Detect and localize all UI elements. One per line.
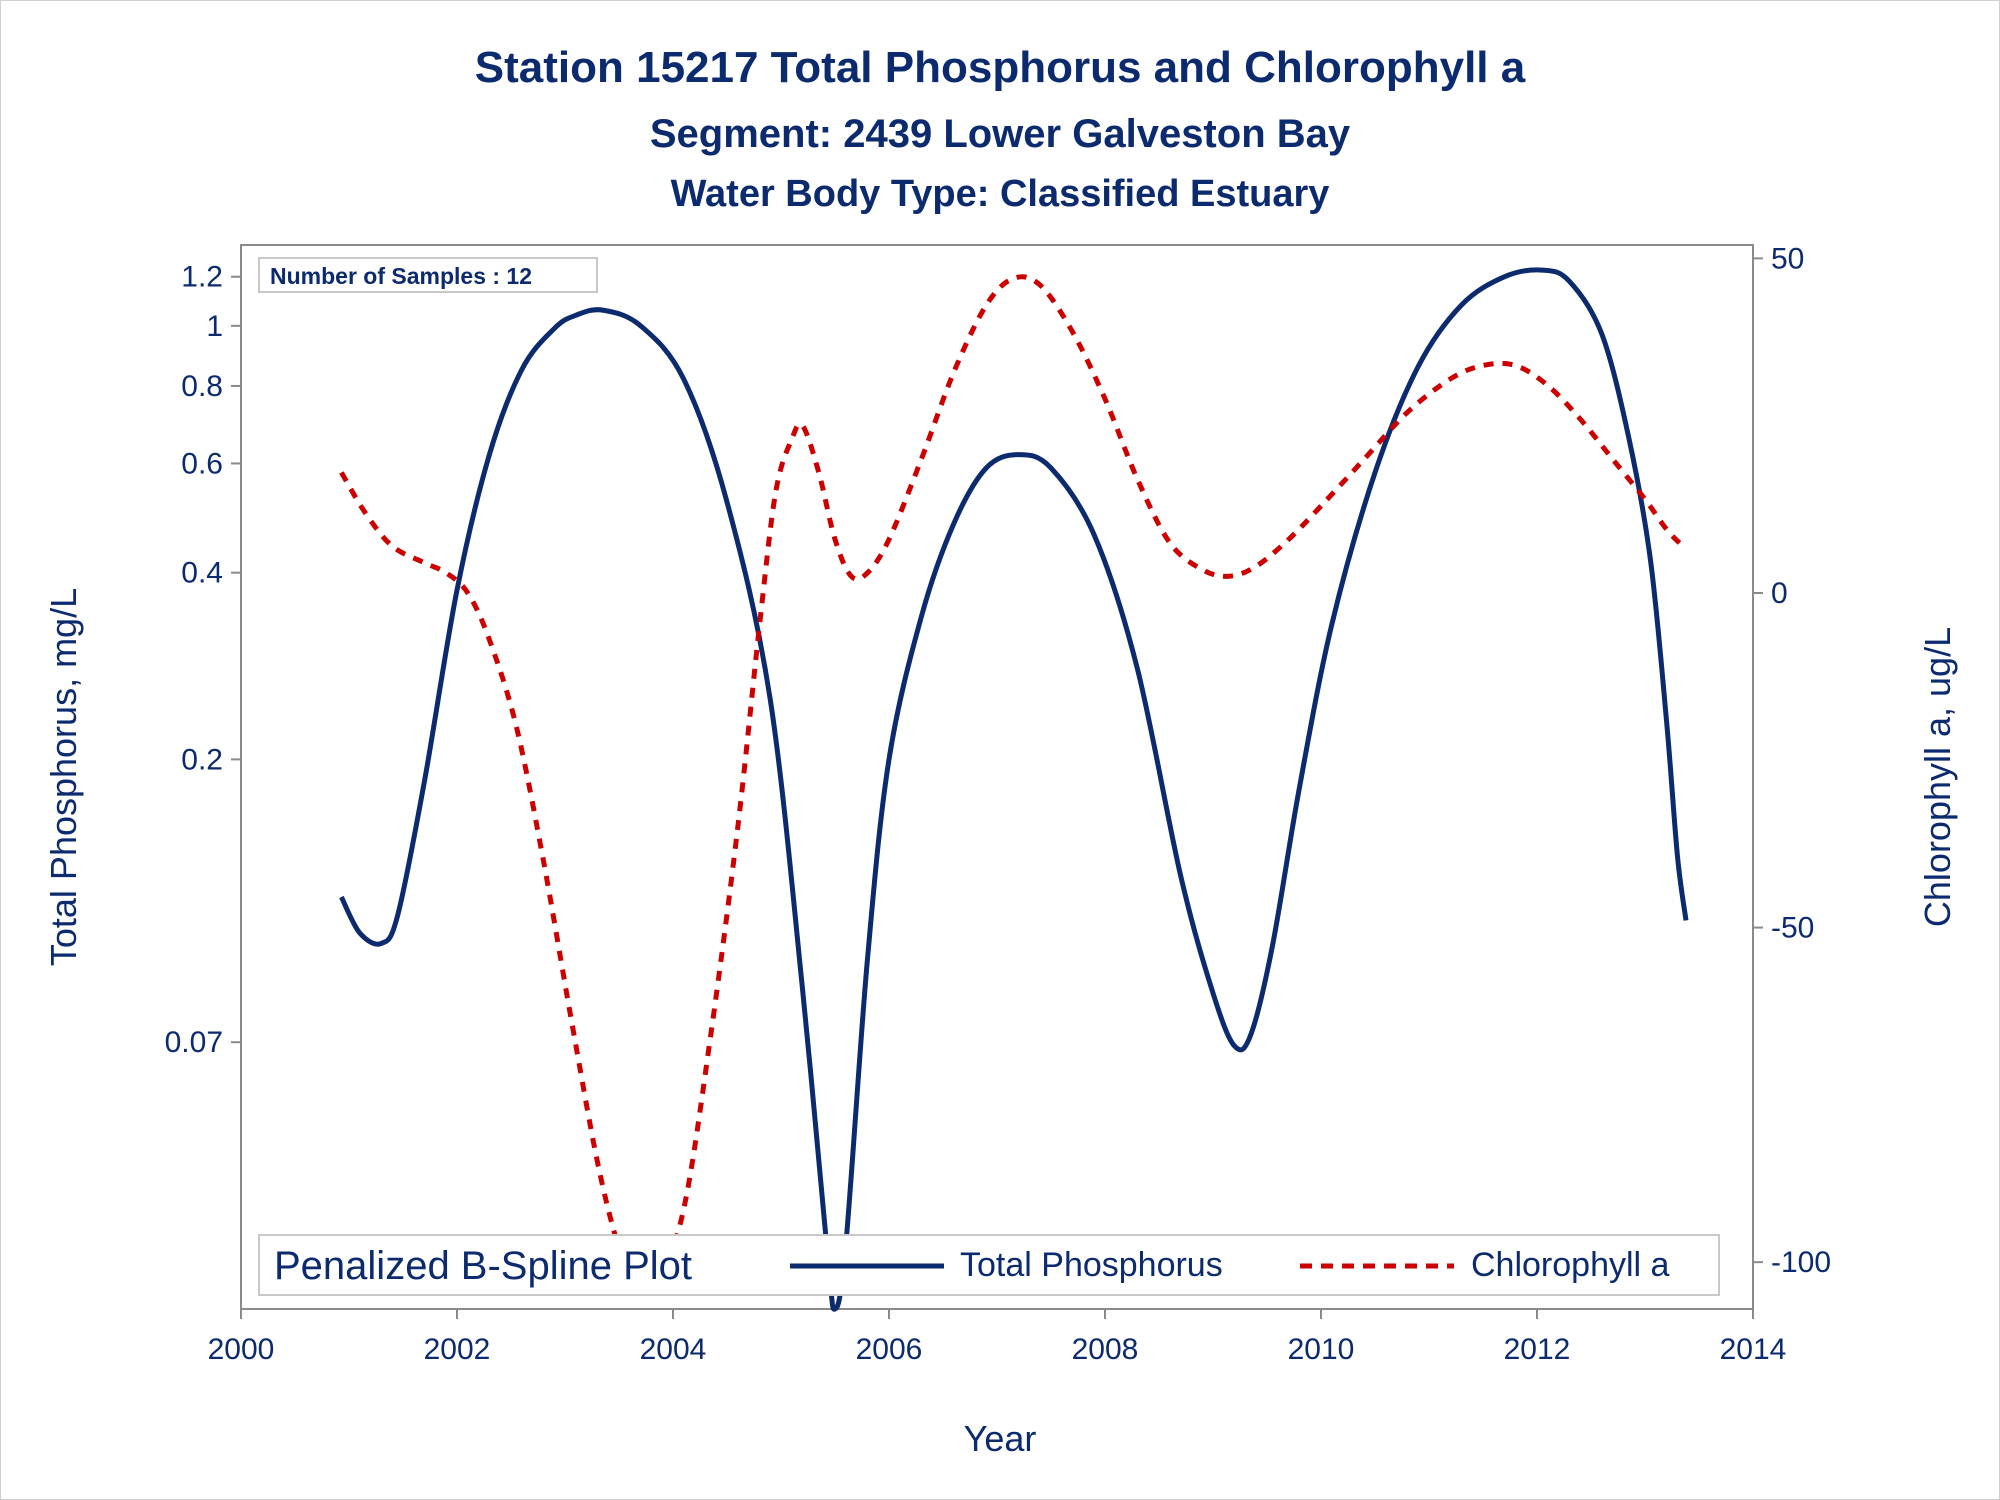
chart-subtitle-2: Water Body Type: Classified Estuary bbox=[671, 173, 1330, 215]
y2-tick-label: 0 bbox=[1771, 577, 1788, 610]
sample-count-box: Number of Samples : 12 bbox=[258, 257, 598, 293]
series-line-total-phosphorus bbox=[339, 267, 1689, 1312]
y-tick-label: 0.6 bbox=[181, 447, 223, 480]
legend-title: Penalized B-Spline Plot bbox=[274, 1244, 692, 1288]
x-tick-label: 2000 bbox=[208, 1333, 275, 1366]
y-tick-label: 1.2 bbox=[181, 261, 223, 294]
x-tick-label: 2008 bbox=[1072, 1333, 1139, 1366]
legend: Penalized B-Spline Plot Total Phosphorus… bbox=[258, 1234, 1720, 1296]
y2-tick-label: 50 bbox=[1771, 242, 1804, 275]
y-tick-label: 0.07 bbox=[165, 1026, 223, 1059]
y-tick-label: 1 bbox=[206, 310, 223, 343]
sample-count-label: Number of Samples : 12 bbox=[270, 263, 532, 289]
chart-subtitle: Segment: 2439 Lower Galveston Bay bbox=[650, 112, 1351, 156]
x-tick-label: 2004 bbox=[640, 1333, 707, 1366]
legend-frame bbox=[258, 1234, 1720, 1296]
legend-entry-total-phosphorus: Total Phosphorus bbox=[960, 1246, 1223, 1284]
series-line-chlorophyll-a bbox=[339, 274, 1685, 1296]
chart-marks: 2000 2002 2004 2006 2008 2010 2012 2014 1.2 1 0.8 0… bbox=[165, 242, 1831, 1366]
x-axis-label: Year bbox=[964, 1418, 1037, 1459]
y2-tick-label: -50 bbox=[1771, 912, 1814, 945]
x-tick-label: 2014 bbox=[1720, 1333, 1787, 1366]
chart-title: Station 15217 Total Phosphorus and Chlor… bbox=[475, 43, 1526, 92]
x-tick-label: 2010 bbox=[1288, 1333, 1355, 1366]
y-tick-label: 0.8 bbox=[181, 370, 223, 403]
y2-tick-label: -100 bbox=[1771, 1246, 1831, 1279]
sample-count-frame bbox=[258, 257, 598, 293]
y2-axis-label: Chlorophyll a, ug/L bbox=[1917, 627, 1958, 927]
y-tick-label: 0.2 bbox=[181, 743, 223, 776]
x-tick-label: 2002 bbox=[424, 1333, 491, 1366]
y-axis-label: Total Phosphorus, mg/L bbox=[43, 588, 84, 966]
legend-entry-chlorophyll-a: Chlorophyll a bbox=[1471, 1246, 1670, 1284]
plot-area bbox=[240, 244, 1754, 1310]
y-tick-label: 0.4 bbox=[181, 557, 223, 590]
x-tick-label: 2012 bbox=[1504, 1333, 1571, 1366]
x-tick-label: 2006 bbox=[856, 1333, 923, 1366]
